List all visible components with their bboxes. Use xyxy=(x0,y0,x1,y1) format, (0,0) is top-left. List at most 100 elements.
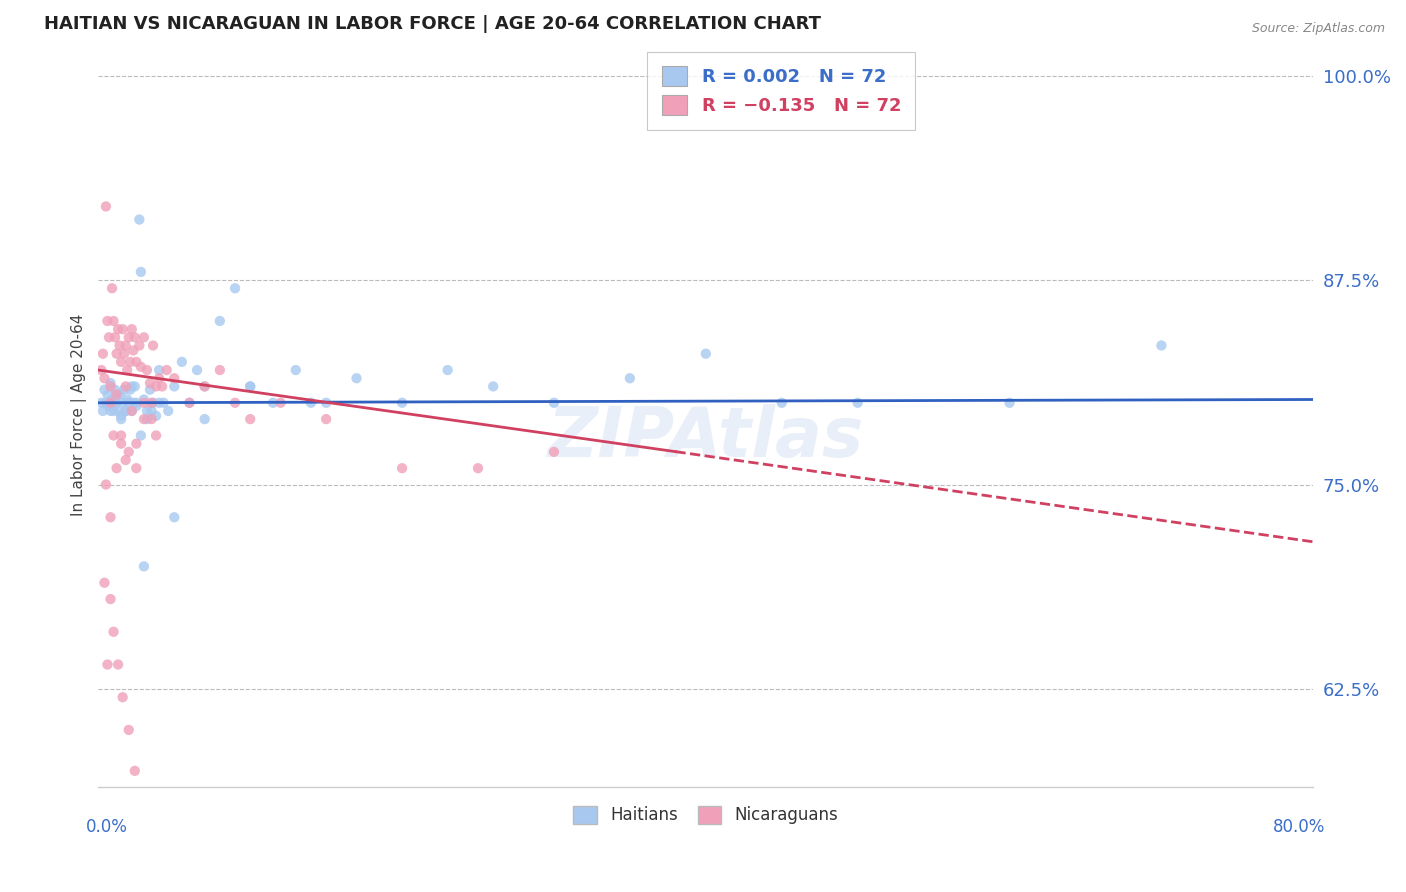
Point xyxy=(105,387,128,401)
Point xyxy=(114,404,136,418)
Point xyxy=(100,510,122,524)
Point xyxy=(145,428,167,442)
Point xyxy=(145,379,167,393)
Point xyxy=(1150,338,1173,352)
Point xyxy=(619,371,641,385)
Point xyxy=(110,436,132,450)
Point xyxy=(139,376,162,391)
Point xyxy=(115,363,138,377)
Point xyxy=(91,347,114,361)
Point xyxy=(96,657,118,672)
Point xyxy=(103,314,125,328)
Point xyxy=(128,338,150,352)
Point xyxy=(129,265,152,279)
Point xyxy=(346,371,368,385)
Point xyxy=(132,559,155,574)
Point xyxy=(115,392,138,407)
Point xyxy=(107,657,129,672)
Point xyxy=(136,404,159,418)
Point xyxy=(107,404,129,418)
Point xyxy=(94,199,117,213)
Point xyxy=(122,343,145,358)
Point xyxy=(125,399,148,413)
Point xyxy=(163,510,186,524)
Point xyxy=(91,404,114,418)
Point xyxy=(93,383,115,397)
Point xyxy=(111,396,134,410)
Point xyxy=(262,396,284,410)
Point xyxy=(150,379,173,393)
Point xyxy=(391,461,413,475)
Legend: Haitians, Nicaraguans: Haitians, Nicaraguans xyxy=(567,799,845,831)
Point xyxy=(239,379,262,393)
Point xyxy=(543,396,565,410)
Point xyxy=(100,376,122,391)
Text: ZIPAtlas: ZIPAtlas xyxy=(548,404,863,471)
Point xyxy=(208,314,231,328)
Point xyxy=(121,404,143,418)
Point xyxy=(114,453,136,467)
Point xyxy=(170,355,193,369)
Text: HAITIAN VS NICARAGUAN IN LABOR FORCE | AGE 20-64 CORRELATION CHART: HAITIAN VS NICARAGUAN IN LABOR FORCE | A… xyxy=(44,15,821,33)
Point xyxy=(998,396,1021,410)
Point xyxy=(543,445,565,459)
Point xyxy=(93,371,115,385)
Point xyxy=(239,412,262,426)
Point xyxy=(124,379,146,393)
Point xyxy=(100,404,122,418)
Point xyxy=(846,396,869,410)
Point xyxy=(103,404,125,418)
Point xyxy=(104,383,127,397)
Point xyxy=(132,330,155,344)
Point xyxy=(104,330,127,344)
Point xyxy=(124,764,146,778)
Point xyxy=(141,396,163,410)
Point xyxy=(125,436,148,450)
Point xyxy=(163,371,186,385)
Point xyxy=(121,404,143,418)
Point xyxy=(770,396,793,410)
Point xyxy=(103,428,125,442)
Point xyxy=(128,212,150,227)
Point xyxy=(105,461,128,475)
Point xyxy=(103,396,125,410)
Point xyxy=(122,396,145,410)
Point xyxy=(100,592,122,607)
Point xyxy=(194,379,217,393)
Point xyxy=(141,412,163,426)
Point xyxy=(114,404,136,418)
Point xyxy=(118,330,141,344)
Point xyxy=(108,387,131,401)
Point xyxy=(94,477,117,491)
Point xyxy=(112,347,135,361)
Point xyxy=(239,379,262,393)
Point xyxy=(129,359,152,374)
Point xyxy=(391,396,413,410)
Point xyxy=(103,624,125,639)
Point xyxy=(94,396,117,410)
Point xyxy=(163,379,186,393)
Point xyxy=(148,371,170,385)
Point xyxy=(125,461,148,475)
Point xyxy=(100,396,122,410)
Point xyxy=(96,387,118,401)
Point xyxy=(96,314,118,328)
Point xyxy=(114,338,136,352)
Text: 80.0%: 80.0% xyxy=(1272,818,1326,836)
Point xyxy=(125,396,148,410)
Point xyxy=(299,396,322,410)
Point xyxy=(132,392,155,407)
Point xyxy=(224,396,246,410)
Text: Source: ZipAtlas.com: Source: ZipAtlas.com xyxy=(1251,22,1385,36)
Text: 0.0%: 0.0% xyxy=(86,818,128,836)
Point xyxy=(436,363,458,377)
Point xyxy=(695,347,717,361)
Point xyxy=(98,330,121,344)
Point xyxy=(270,396,292,410)
Point xyxy=(105,396,128,410)
Point xyxy=(156,363,179,377)
Point xyxy=(98,399,121,413)
Point xyxy=(194,412,217,426)
Point xyxy=(142,338,165,352)
Point xyxy=(101,392,124,407)
